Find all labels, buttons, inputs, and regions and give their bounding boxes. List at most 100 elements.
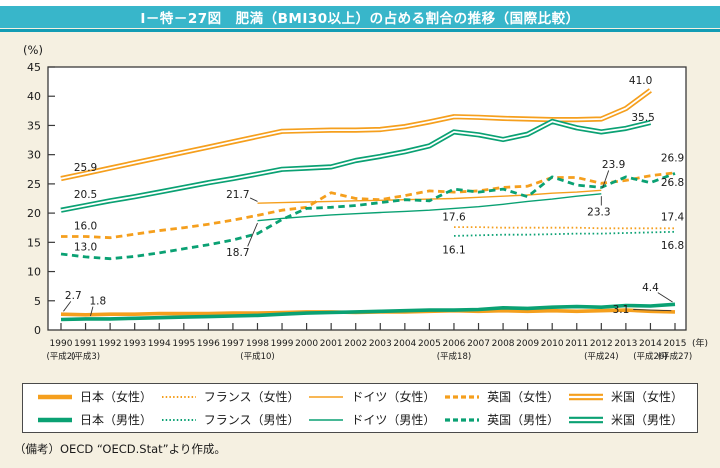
svg-text:2009: 2009 bbox=[516, 339, 539, 349]
svg-text:(平成24): (平成24) bbox=[584, 351, 618, 362]
legend-line-swatch-germany_m-icon bbox=[309, 418, 344, 421]
legend-line-swatch-japan_w-icon bbox=[38, 394, 72, 399]
svg-text:1992: 1992 bbox=[99, 339, 122, 349]
legend-item-us_w: 米国（女性） bbox=[568, 388, 683, 405]
legend-item-japan_w: 日本（女性） bbox=[37, 388, 152, 405]
svg-text:(平成27): (平成27) bbox=[658, 351, 692, 362]
top-margin-strip bbox=[0, 0, 720, 6]
legend-item-label: 日本（女性） bbox=[80, 390, 153, 404]
svg-text:2012: 2012 bbox=[590, 339, 613, 349]
x-axis-unit-label: (年) bbox=[692, 337, 708, 349]
figure-title: Ⅰ－特－27図 肥満（BMI30以上）の占める割合の推移（国際比較） bbox=[140, 11, 580, 27]
svg-text:40: 40 bbox=[27, 90, 41, 103]
svg-text:1991: 1991 bbox=[74, 339, 97, 349]
svg-text:5: 5 bbox=[34, 295, 41, 308]
series-line-france_w bbox=[454, 226, 675, 230]
svg-text:(平成3): (平成3) bbox=[71, 351, 100, 362]
legend-line-swatch-us_m-icon bbox=[568, 416, 603, 423]
data-label-21.7: 21.7 bbox=[226, 189, 249, 201]
svg-text:2008: 2008 bbox=[492, 339, 515, 349]
legend-item-japan_m: 日本（男性） bbox=[37, 411, 152, 428]
svg-text:2011: 2011 bbox=[565, 339, 588, 349]
data-label-16.0: 16.0 bbox=[74, 220, 97, 232]
source-footnote: （備考）OECD “OECD.Stat”より作成。 bbox=[14, 442, 226, 456]
data-label-18.7: 18.7 bbox=[226, 247, 249, 259]
svg-text:2005: 2005 bbox=[418, 339, 441, 349]
data-label-3.1: 3.1 bbox=[613, 304, 630, 316]
data-labels: 25.9 20.5 16.0 13.0 2.7 1.8 21.7 18.7 17.6 16.1 23… bbox=[63, 75, 685, 317]
svg-text:0: 0 bbox=[34, 324, 41, 337]
svg-text:1990: 1990 bbox=[50, 339, 73, 349]
svg-text:15: 15 bbox=[27, 236, 41, 249]
y-axis-labels: 0 5 10 15 20 25 30 35 40 45 bbox=[27, 61, 55, 337]
svg-text:2003: 2003 bbox=[369, 339, 392, 349]
series-line-japan_m bbox=[60, 302, 676, 322]
data-label-13.0: 13.0 bbox=[74, 242, 97, 254]
title-bar-accent-rule bbox=[0, 29, 720, 32]
svg-text:(平成10): (平成10) bbox=[240, 351, 274, 362]
legend-item-france_w: フランス（女性） bbox=[161, 388, 300, 405]
data-label-26.9: 26.9 bbox=[661, 153, 684, 165]
legend-item-label: ドイツ（男性） bbox=[351, 413, 436, 427]
data-label-16.1: 16.1 bbox=[442, 244, 465, 256]
svg-text:1993: 1993 bbox=[123, 339, 146, 349]
legend-item-label: 英国（女性） bbox=[487, 390, 560, 404]
legend-item-germany_m: ドイツ（男性） bbox=[308, 411, 435, 428]
data-label-35.5: 35.5 bbox=[631, 112, 654, 124]
svg-text:1998: 1998 bbox=[246, 339, 269, 349]
data-label-25.9: 25.9 bbox=[74, 162, 97, 174]
legend-item-label: フランス（男性） bbox=[203, 413, 300, 427]
svg-text:1997: 1997 bbox=[221, 339, 244, 349]
data-label-17.4: 17.4 bbox=[661, 212, 685, 224]
data-label-4.4: 4.4 bbox=[642, 282, 659, 294]
legend-item-label: 米国（女性） bbox=[610, 390, 683, 404]
legend-item-germany_w: ドイツ（女性） bbox=[308, 388, 435, 405]
svg-text:1999: 1999 bbox=[271, 339, 294, 349]
svg-text:(平成2): (平成2) bbox=[46, 351, 75, 362]
svg-text:30: 30 bbox=[27, 149, 41, 162]
svg-text:2015: 2015 bbox=[664, 339, 687, 349]
svg-text:2014: 2014 bbox=[639, 339, 662, 349]
data-label-41.0: 41.0 bbox=[629, 75, 652, 87]
svg-text:10: 10 bbox=[27, 266, 41, 279]
y-axis-unit-label: (%) bbox=[23, 43, 43, 57]
data-label-2.7: 2.7 bbox=[65, 290, 82, 302]
series-line-france_m bbox=[453, 230, 676, 237]
series-line-germany_m bbox=[257, 193, 602, 222]
svg-text:2007: 2007 bbox=[467, 339, 490, 349]
svg-text:2006: 2006 bbox=[443, 339, 466, 349]
data-label-17.6: 17.6 bbox=[442, 212, 466, 224]
svg-text:2001: 2001 bbox=[320, 339, 343, 349]
data-label-26.8: 26.8 bbox=[661, 177, 684, 189]
legend-line-swatch-uk_m-icon bbox=[445, 417, 480, 422]
legend-item-france_m: フランス（男性） bbox=[161, 411, 300, 428]
series-line-uk_m bbox=[60, 172, 676, 261]
data-label-1.8: 1.8 bbox=[89, 295, 106, 307]
title-bar: Ⅰ－特－27図 肥満（BMI30以上）の占める割合の推移（国際比較） bbox=[0, 6, 720, 28]
legend-item-label: 米国（男性） bbox=[610, 413, 683, 427]
legend-item-us_m: 米国（男性） bbox=[568, 411, 683, 428]
svg-text:2004: 2004 bbox=[393, 339, 416, 349]
legend-item-label: ドイツ（女性） bbox=[351, 390, 436, 404]
legend-line-swatch-uk_w-icon bbox=[445, 394, 480, 399]
svg-text:2010: 2010 bbox=[541, 339, 564, 349]
x-axis-labels: 1990(平成2)1991(平成3)1992 1993 1994 1995 1996 19… bbox=[46, 323, 708, 362]
svg-text:(平成26): (平成26) bbox=[633, 351, 667, 362]
obesity-trend-line-chart: (%) 0 5 10 15 20 25 30 35 40 45 1990 (平成2) 1991 (平成3) 1… bbox=[23, 43, 708, 362]
svg-text:2002: 2002 bbox=[344, 339, 367, 349]
legend-item-uk_m: 英国（男性） bbox=[444, 411, 559, 428]
svg-text:20: 20 bbox=[27, 207, 41, 220]
svg-text:1996: 1996 bbox=[197, 339, 220, 349]
legend-item-label: フランス（女性） bbox=[203, 390, 300, 404]
svg-text:45: 45 bbox=[27, 61, 41, 74]
chart-area: (%) 0 5 10 15 20 25 30 35 40 45 1990 (平成2) 1991 (平成3) 1… bbox=[0, 40, 720, 380]
legend-line-swatch-france_w-icon bbox=[161, 395, 196, 398]
svg-text:(平成18): (平成18) bbox=[437, 351, 471, 362]
svg-text:2013: 2013 bbox=[614, 339, 637, 349]
legend-line-swatch-france_m-icon bbox=[161, 418, 196, 421]
svg-text:25: 25 bbox=[27, 178, 41, 191]
legend: 日本（女性） フランス（女性） ドイツ（女性） 英国（女性） 米国（女性） 日本（男性） フ… bbox=[22, 383, 698, 433]
legend-item-uk_w: 英国（女性） bbox=[444, 388, 559, 405]
legend-item-label: 英国（男性） bbox=[487, 413, 560, 427]
